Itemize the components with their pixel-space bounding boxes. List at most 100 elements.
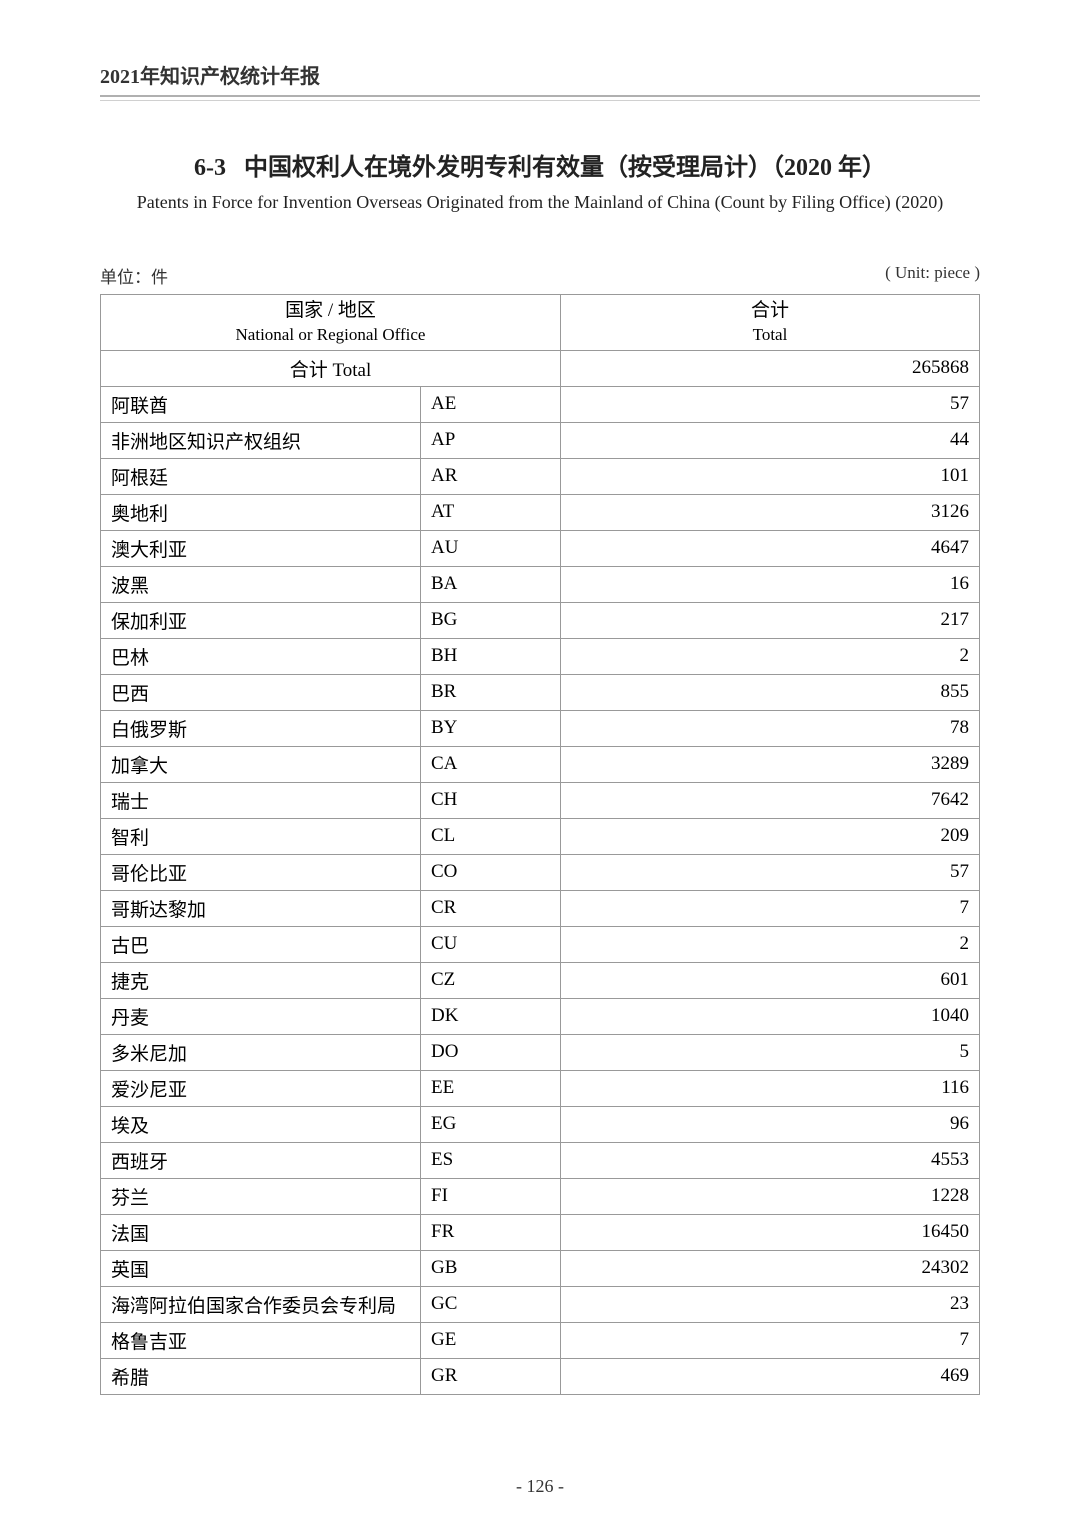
- col-header-region: 国家 / 地区 National or Regional Office: [101, 295, 561, 351]
- cell-country-name: 法国: [101, 1214, 421, 1250]
- cell-country-code: CH: [421, 782, 561, 818]
- running-title: 2021年知识产权统计年报: [100, 66, 320, 88]
- table-body: 合计 Total 265868 阿联酋AE57非洲地区知识产权组织AP44阿根廷…: [101, 350, 980, 1394]
- table-row: 哥伦比亚CO57: [101, 854, 980, 890]
- cell-country-name: 保加利亚: [101, 602, 421, 638]
- cell-country-code: AP: [421, 422, 561, 458]
- cell-country-code: EG: [421, 1106, 561, 1142]
- table-row: 保加利亚BG217: [101, 602, 980, 638]
- cell-value: 3126: [561, 494, 980, 530]
- cell-country-code: GC: [421, 1286, 561, 1322]
- cell-country-code: CO: [421, 854, 561, 890]
- table-row: 多米尼加DO5: [101, 1034, 980, 1070]
- cell-country-code: CL: [421, 818, 561, 854]
- cell-country-name: 加拿大: [101, 746, 421, 782]
- document-title-cn: 6-3 中国权利人在境外发明专利有效量（按受理局计）（2020 年）: [100, 147, 980, 182]
- cell-country-name: 哥伦比亚: [101, 854, 421, 890]
- total-label: 合计 Total: [101, 350, 561, 386]
- table-row: 加拿大CA3289: [101, 746, 980, 782]
- cell-value: 96: [561, 1106, 980, 1142]
- table-row: 阿根廷AR101: [101, 458, 980, 494]
- cell-country-code: FR: [421, 1214, 561, 1250]
- cell-country-code: CR: [421, 890, 561, 926]
- cell-country-code: GR: [421, 1358, 561, 1394]
- cell-country-code: GE: [421, 1322, 561, 1358]
- table-row: 古巴CU2: [101, 926, 980, 962]
- title-cn-text: 中国权利人在境外发明专利有效量（按受理局计）（2020 年）: [244, 155, 886, 181]
- cell-country-name: 埃及: [101, 1106, 421, 1142]
- unit-left: 单位：件: [100, 263, 168, 288]
- cell-value: 2: [561, 926, 980, 962]
- table-row: 哥斯达黎加CR7: [101, 890, 980, 926]
- col1-cn: 国家 / 地区: [111, 299, 550, 324]
- cell-country-name: 海湾阿拉伯国家合作委员会专利局: [101, 1286, 421, 1322]
- cell-value: 57: [561, 386, 980, 422]
- title-number: 6-3: [194, 155, 226, 181]
- cell-country-name: 西班牙: [101, 1142, 421, 1178]
- cell-value: 209: [561, 818, 980, 854]
- cell-country-name: 格鲁吉亚: [101, 1322, 421, 1358]
- col-header-total: 合计 Total: [561, 295, 980, 351]
- cell-country-code: EE: [421, 1070, 561, 1106]
- table-row: 英国GB24302: [101, 1250, 980, 1286]
- cell-country-name: 希腊: [101, 1358, 421, 1394]
- cell-country-code: ES: [421, 1142, 561, 1178]
- patents-table: 国家 / 地区 National or Regional Office 合计 T…: [100, 294, 980, 1395]
- total-value: 265868: [561, 350, 980, 386]
- cell-country-name: 古巴: [101, 926, 421, 962]
- cell-value: 4553: [561, 1142, 980, 1178]
- cell-country-name: 阿联酋: [101, 386, 421, 422]
- cell-country-name: 捷克: [101, 962, 421, 998]
- cell-country-code: CZ: [421, 962, 561, 998]
- cell-country-code: BR: [421, 674, 561, 710]
- table-header-row: 国家 / 地区 National or Regional Office 合计 T…: [101, 295, 980, 351]
- table-row: 波黑BA16: [101, 566, 980, 602]
- table-row: 丹麦DK1040: [101, 998, 980, 1034]
- cell-value: 23: [561, 1286, 980, 1322]
- cell-value: 16: [561, 566, 980, 602]
- cell-country-code: DO: [421, 1034, 561, 1070]
- cell-value: 2: [561, 638, 980, 674]
- table-row: 阿联酋AE57: [101, 386, 980, 422]
- table-row: 爱沙尼亚EE116: [101, 1070, 980, 1106]
- unit-right: ( Unit: piece ): [885, 263, 980, 288]
- document-title-en: Patents in Force for Invention Overseas …: [100, 192, 980, 213]
- table-row: 芬兰FI1228: [101, 1178, 980, 1214]
- cell-country-code: DK: [421, 998, 561, 1034]
- col2-cn: 合计: [571, 299, 969, 324]
- cell-value: 1040: [561, 998, 980, 1034]
- cell-country-code: GB: [421, 1250, 561, 1286]
- table-row: 希腊GR469: [101, 1358, 980, 1394]
- cell-country-name: 阿根廷: [101, 458, 421, 494]
- cell-value: 4647: [561, 530, 980, 566]
- table-row: 海湾阿拉伯国家合作委员会专利局GC23: [101, 1286, 980, 1322]
- cell-country-name: 丹麦: [101, 998, 421, 1034]
- table-row: 白俄罗斯BY78: [101, 710, 980, 746]
- col2-en: Total: [571, 324, 969, 346]
- cell-country-code: CU: [421, 926, 561, 962]
- cell-value: 116: [561, 1070, 980, 1106]
- cell-value: 601: [561, 962, 980, 998]
- cell-value: 1228: [561, 1178, 980, 1214]
- cell-country-name: 波黑: [101, 566, 421, 602]
- table-row: 智利CL209: [101, 818, 980, 854]
- cell-country-code: AT: [421, 494, 561, 530]
- table-row: 埃及EG96: [101, 1106, 980, 1142]
- col1-en: National or Regional Office: [111, 324, 550, 346]
- running-header: 2021年知识产权统计年报: [100, 60, 980, 97]
- table-row: 捷克CZ601: [101, 962, 980, 998]
- unit-row: 单位：件 ( Unit: piece ): [100, 263, 980, 288]
- table-row: 澳大利亚AU4647: [101, 530, 980, 566]
- table-row: 奥地利AT3126: [101, 494, 980, 530]
- cell-value: 3289: [561, 746, 980, 782]
- cell-country-name: 瑞士: [101, 782, 421, 818]
- cell-country-code: FI: [421, 1178, 561, 1214]
- cell-country-name: 澳大利亚: [101, 530, 421, 566]
- table-row: 非洲地区知识产权组织AP44: [101, 422, 980, 458]
- cell-value: 24302: [561, 1250, 980, 1286]
- cell-country-name: 白俄罗斯: [101, 710, 421, 746]
- cell-value: 217: [561, 602, 980, 638]
- cell-country-code: BG: [421, 602, 561, 638]
- cell-value: 101: [561, 458, 980, 494]
- cell-value: 7642: [561, 782, 980, 818]
